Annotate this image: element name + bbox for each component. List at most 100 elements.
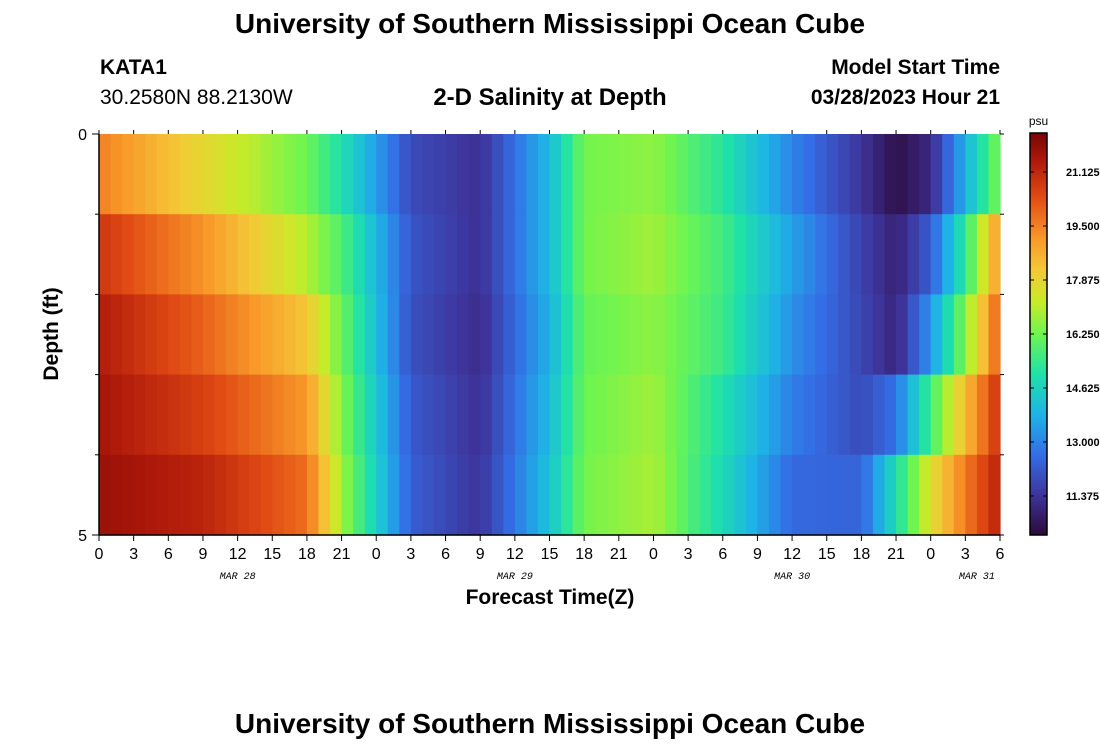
heatmap-cell (99, 454, 112, 536)
heatmap-cell (99, 374, 112, 456)
x-tick-label: 9 (199, 546, 208, 563)
heatmap-cell (330, 214, 343, 295)
heatmap-cell (480, 454, 493, 536)
heatmap-cell (780, 134, 793, 215)
heatmap-cell (156, 214, 169, 295)
heatmap-cell (214, 374, 227, 456)
heatmap-cell (145, 214, 158, 295)
date-label: MAR 29 (497, 572, 533, 583)
heatmap-cell (653, 214, 666, 295)
x-tick-label: 15 (263, 546, 281, 563)
heatmap-cell (503, 134, 516, 215)
heatmap-cell (711, 374, 724, 456)
heatmap-cell (641, 374, 655, 456)
heatmap-cell (272, 214, 285, 295)
heatmap-cell (237, 374, 250, 456)
heatmap-cell (179, 454, 193, 536)
station-coords: 30.2580N 88.2130W (100, 86, 293, 109)
heatmap-cell (191, 294, 204, 376)
heatmap-cell (283, 134, 296, 215)
heatmap-cell (595, 294, 608, 376)
x-tick-label: 21 (333, 546, 351, 563)
heatmap-cell (330, 294, 343, 376)
heatmap-cell (433, 294, 447, 376)
heatmap-cell (803, 454, 816, 536)
heatmap-cell (630, 214, 643, 295)
heatmap-cell (376, 374, 389, 456)
heatmap-cell (202, 374, 216, 456)
heatmap-cell (919, 134, 932, 215)
station-id: KATA1 (100, 56, 167, 79)
heatmap-cell (376, 134, 389, 215)
heatmap-cell (792, 294, 805, 376)
heatmap-cell (618, 294, 631, 376)
heatmap-cell (838, 294, 851, 376)
heatmap-cell (930, 454, 943, 536)
heatmap-cell (930, 214, 943, 295)
heatmap-cell (838, 134, 851, 215)
heatmap-cell (942, 294, 955, 376)
heatmap-cell (549, 134, 562, 215)
heatmap-cell (584, 214, 597, 295)
heatmap-cell (202, 294, 216, 376)
heatmap-cell (872, 454, 886, 536)
heatmap-cell (976, 454, 990, 536)
heatmap-cell (849, 374, 862, 456)
heatmap-cell (988, 294, 1001, 376)
heatmap-cell (607, 134, 620, 215)
heatmap-cell (942, 134, 955, 215)
heatmap-cell (422, 454, 435, 536)
heatmap-cell (965, 214, 978, 295)
heatmap-cell (237, 454, 250, 536)
heatmap-cell (965, 134, 978, 215)
heatmap-cell (861, 294, 874, 376)
heatmap-cell (133, 454, 146, 536)
heatmap-cell (433, 214, 447, 295)
heatmap-cell (133, 294, 146, 376)
colorbar-tick-label: 13.000 (1066, 437, 1100, 449)
heatmap-cell (572, 374, 585, 456)
colorbar: psu 21.125 19.500 17.875 16.250 14.625 13.000 1… (1029, 114, 1100, 536)
heatmap-cell (99, 134, 112, 215)
heatmap-cell (803, 214, 816, 295)
heatmap-cell (722, 374, 735, 456)
heatmap-cell (191, 134, 204, 215)
x-axis-label: Forecast Time(Z) (466, 586, 635, 609)
heatmap-cell (838, 214, 851, 295)
heatmap-cell (722, 134, 735, 215)
heatmap-cell (249, 134, 262, 215)
heatmap-cell (768, 294, 782, 376)
heatmap-cell (930, 374, 943, 456)
heatmap-cell (942, 214, 955, 295)
heatmap-cell (861, 374, 874, 456)
heatmap-cell (630, 294, 643, 376)
heatmap-cell (965, 294, 978, 376)
heatmap-cell (480, 374, 493, 456)
heatmap-cell (595, 454, 608, 536)
heatmap-cell (156, 294, 169, 376)
heatmap-cell (364, 134, 377, 215)
heatmap-cell (930, 294, 943, 376)
heatmap-cell (179, 214, 193, 295)
heatmap-cell (676, 134, 689, 215)
heatmap-cell (711, 134, 724, 215)
heatmap-cell (884, 294, 897, 376)
heatmap-cell (202, 214, 216, 295)
heatmap-cell (133, 134, 146, 215)
heatmap-cell (272, 454, 285, 536)
heatmap-cell (803, 374, 816, 456)
heatmap-cell (468, 454, 481, 536)
heatmap-cell (537, 374, 551, 456)
heatmap-cell (295, 294, 308, 376)
heatmap-cell (618, 454, 631, 536)
heatmap-cell (295, 374, 308, 456)
x-tick-label: 21 (887, 546, 905, 563)
heatmap-cell (468, 374, 481, 456)
heatmap-cell (872, 134, 886, 215)
heatmap-cell (214, 294, 227, 376)
heatmap-cell (341, 374, 354, 456)
heatmap-cell (214, 454, 227, 536)
heatmap-cell (757, 134, 770, 215)
heatmap-cell (953, 454, 966, 536)
heatmap-cell (226, 134, 239, 215)
